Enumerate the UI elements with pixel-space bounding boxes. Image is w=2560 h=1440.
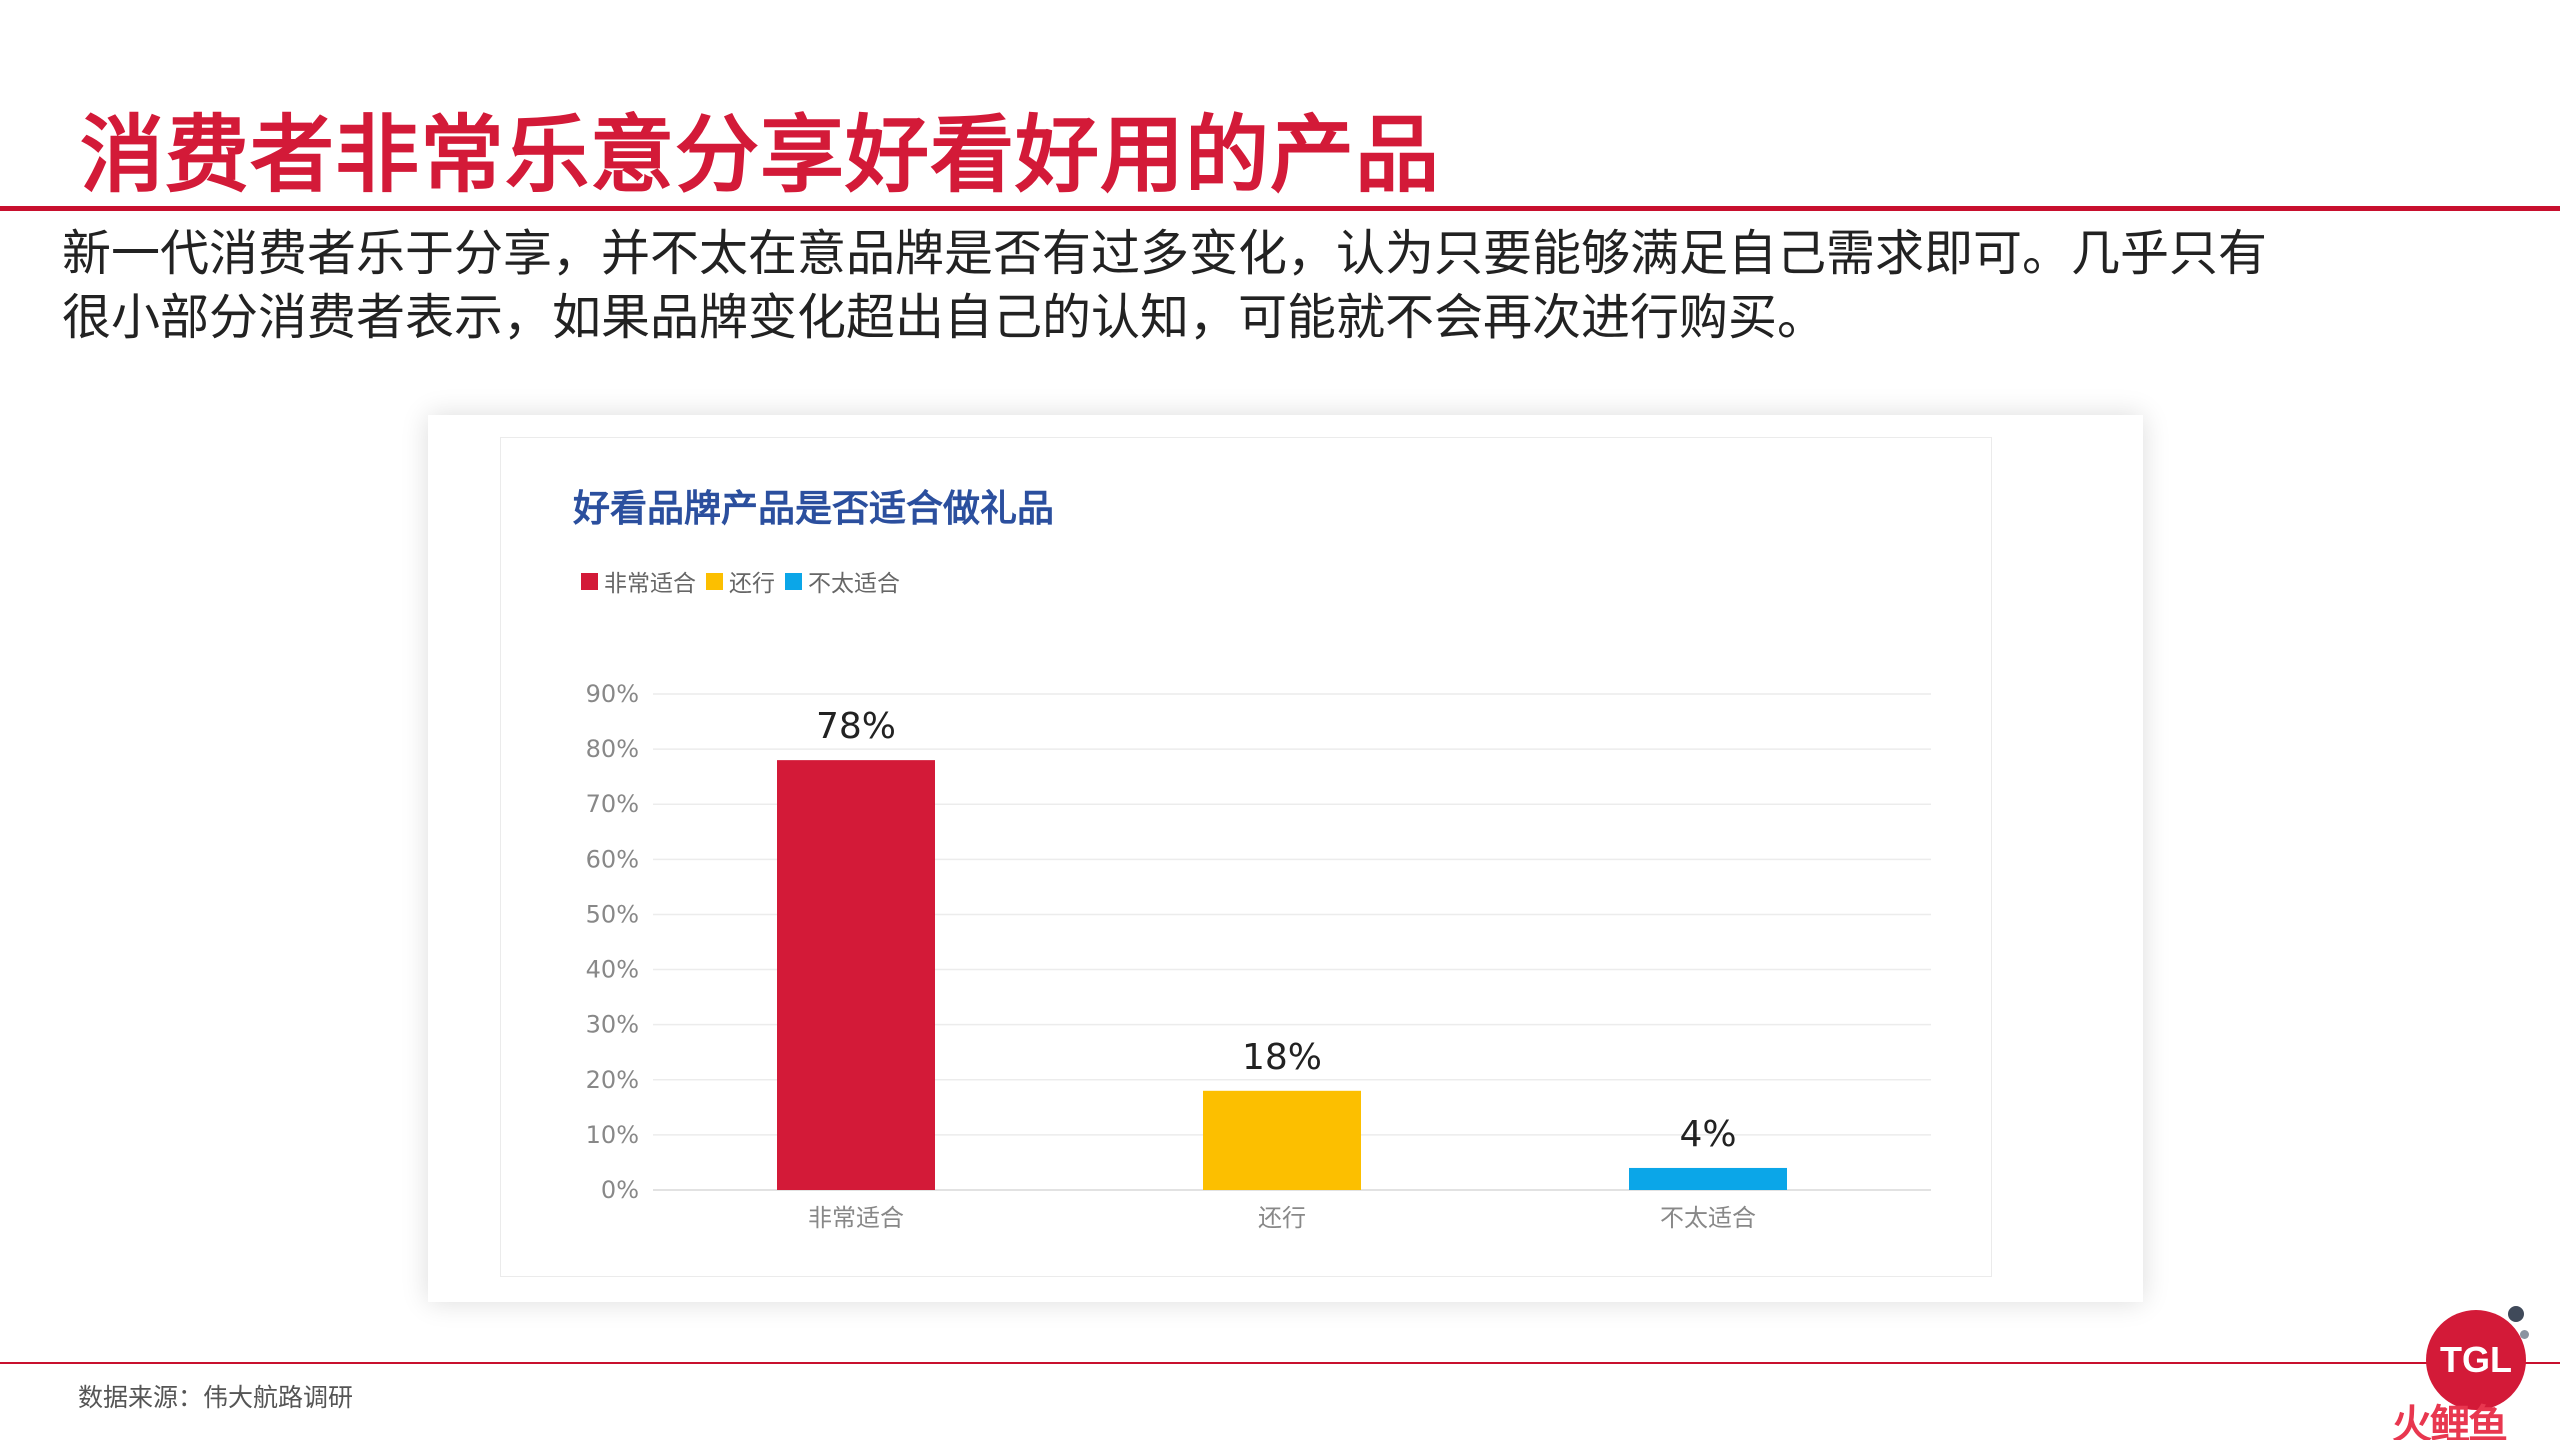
legend-label-not-suitable: 不太适合 xyxy=(808,571,900,597)
y-tick-label: 50% xyxy=(586,900,639,928)
intro-line-2: 很小部分消费者表示，如果品牌变化超出自己的认知，可能就不会再次进行购买。 xyxy=(62,289,1827,346)
y-tick-label: 90% xyxy=(586,680,639,708)
legend-swatch-not-suitable xyxy=(785,572,802,590)
legend-label-very-suitable: 非常适合 xyxy=(604,571,696,597)
y-tick-label: 0% xyxy=(601,1176,639,1204)
data-label: 18% xyxy=(1242,1037,1322,1078)
chart-panel: 好看品牌产品是否适合做礼品 非常适合 还行 不太适合 0% 10% 20% 30% 40… xyxy=(500,437,1992,1277)
y-tick-label: 40% xyxy=(586,956,639,984)
bar xyxy=(1629,1167,1787,1190)
data-label: 78% xyxy=(816,706,896,747)
y-tick-label: 20% xyxy=(586,1066,639,1094)
watermark-text: 火鲤鱼 xyxy=(2392,1402,2508,1440)
legend-swatch-very-suitable xyxy=(581,572,598,590)
y-tick-label: 80% xyxy=(586,735,639,763)
watermark-logo: 火鲤鱼 xyxy=(2392,1392,2508,1440)
y-tick-label: 30% xyxy=(586,1011,639,1039)
x-tick-label: 非常适合 xyxy=(808,1204,904,1232)
x-tick-label: 还行 xyxy=(1258,1204,1306,1232)
title-divider xyxy=(0,206,2560,211)
legend-swatch-ok xyxy=(706,572,723,590)
chart-title: 好看品牌产品是否适合做礼品 xyxy=(573,487,1054,530)
legend-item-ok: 还行 xyxy=(706,564,775,598)
tgl-logo: TGL xyxy=(2426,1310,2526,1410)
legend-label-ok: 还行 xyxy=(729,571,775,597)
y-tick-label: 10% xyxy=(586,1121,639,1149)
x-tick-label: 不太适合 xyxy=(1660,1204,1756,1232)
y-tick-label: 60% xyxy=(586,845,639,873)
bar-chart: 0% 10% 20% 30% 40% 50% 60% 70% 80% 90% 78% 非常适合 18% 还… xyxy=(586,680,1931,1232)
bar xyxy=(777,760,935,1190)
y-tick-label: 70% xyxy=(586,790,639,818)
logo-dot-icon xyxy=(2508,1306,2524,1322)
legend-item-very-suitable: 非常适合 xyxy=(581,564,696,598)
intro-line-1: 新一代消费者乐于分享，并不太在意品牌是否有过多变化，认为只要能够满足自己需求即可… xyxy=(62,225,2268,282)
intro-paragraph: 新一代消费者乐于分享，并不太在意品牌是否有过多变化，认为只要能够满足自己需求即可… xyxy=(62,222,2502,350)
chart-legend: 非常适合 还行 不太适合 xyxy=(581,564,910,598)
tgl-logo-text: TGL xyxy=(2440,1339,2512,1380)
data-source: 数据来源：伟大航路调研 xyxy=(78,1383,354,1412)
slide-title: 消费者非常乐意分享好看好用的产品 xyxy=(80,106,1441,204)
bar xyxy=(1203,1090,1361,1190)
logo-small-dot-icon xyxy=(2520,1330,2529,1339)
chart-card: 好看品牌产品是否适合做礼品 非常适合 还行 不太适合 0% 10% 20% 30% 40… xyxy=(428,415,2143,1302)
legend-item-not-suitable: 不太适合 xyxy=(785,564,900,598)
footer-divider xyxy=(0,1362,2560,1364)
data-label: 4% xyxy=(1679,1114,1736,1155)
